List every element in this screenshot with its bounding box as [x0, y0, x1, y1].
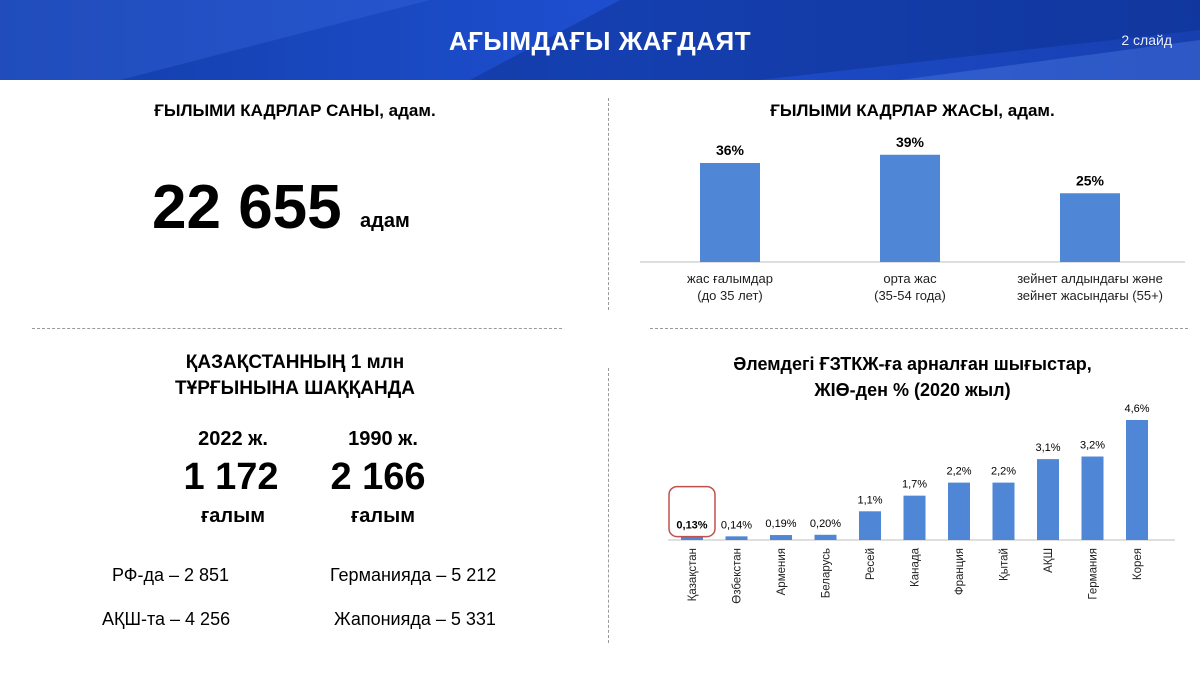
- age-chart-title: ҒЫЛЫМИ КАДРЛАР ЖАСЫ, адам.: [770, 101, 1055, 120]
- horizontal-divider-left: [32, 328, 562, 329]
- rnd-bar: [814, 534, 837, 540]
- rnd-bar: [1037, 459, 1059, 540]
- rnd-category-label: Германия: [1088, 548, 1100, 600]
- age-bar: [1060, 193, 1120, 262]
- age-category-label: (до 35 лет): [697, 288, 763, 303]
- comparison-usa: АҚШ-та – 4 256: [102, 609, 231, 629]
- rnd-category-label: Франция: [954, 548, 966, 595]
- rnd-bar-value-label: 0,20%: [810, 518, 841, 530]
- comparison-germany: Германияда – 5 212: [330, 565, 497, 585]
- age-category-label: (35-54 года): [874, 288, 946, 303]
- value-1990: 2 166: [330, 456, 426, 498]
- rnd-category-label: Қазақстан: [687, 548, 699, 601]
- rnd-bar-value-label: 1,1%: [857, 494, 882, 506]
- rnd-bar: [948, 482, 970, 540]
- age-chart: 36% жас ғалымдар (до 35 лет) 39% орта жас (35…: [640, 134, 1185, 303]
- rnd-bar-value-label: 4,6%: [1124, 403, 1149, 415]
- slide-title: АҒЫМДАҒЫ ЖАҒДАЯТ: [448, 26, 752, 56]
- age-category-label: орта жас: [883, 271, 937, 286]
- value-2022: 1 172: [183, 456, 279, 498]
- rnd-category-label: Армения: [776, 548, 788, 595]
- unit-1990: ғалым: [350, 505, 416, 527]
- rnd-bar: [859, 511, 881, 540]
- rnd-chart: 0,13% Қазақстан 0,14% Өзбекстан 0,19% Армения…: [668, 403, 1175, 604]
- year-1990: 1990 ж.: [348, 428, 418, 450]
- rnd-bar: [681, 536, 703, 540]
- vertical-divider-bottom: [608, 368, 609, 643]
- header-decoration: [0, 0, 1200, 80]
- rnd-chart-title-line2: ЖІӨ-ден % (2020 жыл): [814, 380, 1011, 400]
- age-bar: [700, 163, 760, 262]
- age-category-label: зейнет алдындағы және: [1017, 271, 1163, 286]
- slide-number: 2 слайд: [1121, 32, 1172, 48]
- age-category-label: жас ғалымдар: [687, 271, 773, 286]
- rnd-bar: [1081, 456, 1104, 540]
- rnd-bar-value-label: 0,19%: [765, 518, 796, 530]
- rnd-category-label: Өзбекстан: [732, 548, 744, 604]
- rnd-bar: [992, 482, 1015, 540]
- kazakhstan-highlight-box: [668, 485, 716, 538]
- slide-header: АҒЫМДАҒЫ ЖАҒДАЯТ 2 слайд: [0, 0, 1200, 80]
- rnd-bar-value-label: 1,7%: [902, 479, 927, 491]
- per-million-title-line2: ТҰРҒЫНЫНА ШАҚҚАНДА: [175, 378, 415, 399]
- rnd-category-label: Беларусь: [821, 548, 833, 598]
- age-bar-value-label: 36%: [716, 142, 745, 158]
- rnd-chart-title-line1: Әлемдегі ҒЗТКЖ-ға арналған шығыстар,: [733, 354, 1092, 374]
- age-category-label: зейнет жасындағы (55+): [1017, 288, 1163, 303]
- rnd-category-label: АҚШ: [1043, 548, 1055, 573]
- rnd-bar: [903, 495, 926, 540]
- rnd-category-label: Корея: [1132, 548, 1144, 580]
- rnd-bar-value-label: 3,1%: [1035, 442, 1060, 454]
- unit-2022: ғалым: [200, 505, 266, 527]
- rnd-bar-value-label: 0,13%: [676, 520, 707, 532]
- rnd-bar: [1126, 420, 1148, 540]
- rnd-bar-value-label: 2,2%: [946, 466, 971, 478]
- rnd-category-label: Канада: [910, 547, 922, 587]
- rnd-bar-value-label: 0,14%: [721, 519, 752, 531]
- researcher-count-value: 22 655: [152, 173, 342, 242]
- rnd-bar: [770, 535, 792, 540]
- year-2022: 2022 ж.: [198, 428, 268, 450]
- rnd-bar-value-label: 2,2%: [991, 466, 1016, 478]
- age-bar-value-label: 39%: [896, 134, 925, 150]
- comparison-japan: Жапонияда – 5 331: [334, 609, 496, 629]
- vertical-divider-top: [608, 98, 609, 310]
- researcher-count-unit: адам: [360, 210, 410, 232]
- age-bar: [880, 154, 940, 262]
- rnd-category-label: Ресей: [865, 548, 877, 580]
- researcher-count-title: ҒЫЛЫМИ КАДРЛАР САНЫ, адам.: [154, 101, 436, 120]
- rnd-bar-value-label: 3,2%: [1080, 440, 1105, 452]
- horizontal-divider-right: [650, 328, 1188, 329]
- rnd-category-label: Қытай: [999, 548, 1011, 581]
- comparison-russia: РФ-да – 2 851: [112, 565, 230, 585]
- age-bar-value-label: 25%: [1076, 172, 1105, 188]
- rnd-bar: [725, 536, 748, 540]
- per-million-title-line1: ҚАЗАҚСТАННЫҢ 1 млн: [185, 352, 405, 373]
